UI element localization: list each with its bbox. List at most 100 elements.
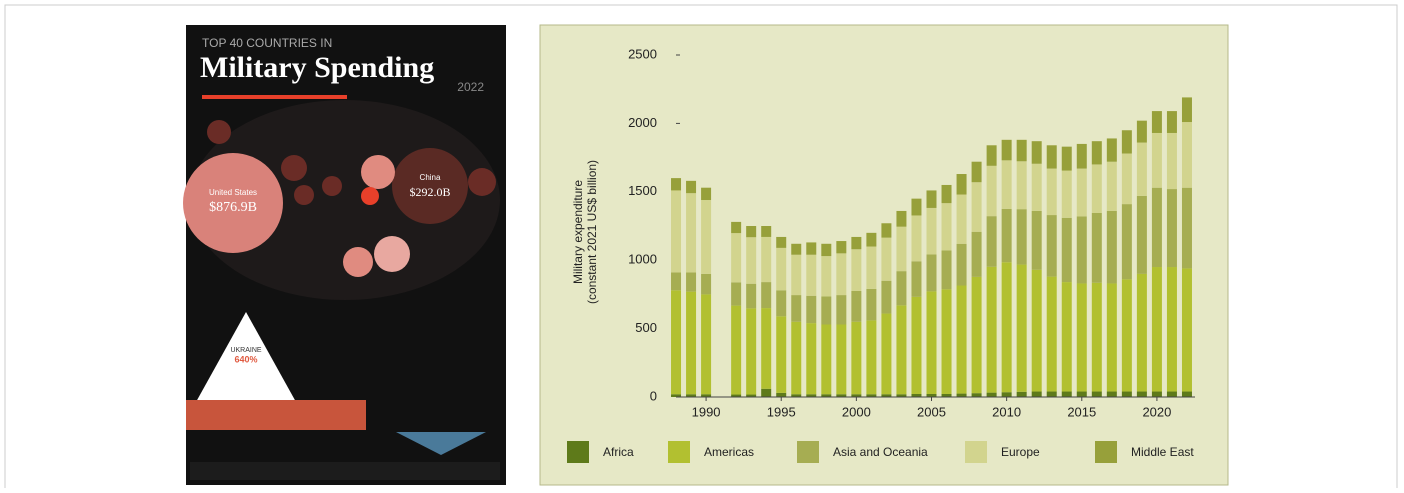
bar-segment xyxy=(851,249,862,291)
bar-segment xyxy=(1121,153,1132,205)
bar-segment xyxy=(896,305,907,395)
bar-segment xyxy=(1151,187,1162,268)
bar-segment xyxy=(881,394,892,397)
bar-segment xyxy=(896,271,907,306)
bar-segment xyxy=(866,320,877,395)
bar-segment xyxy=(926,190,937,208)
x-tick-label: 2000 xyxy=(842,404,871,419)
blue-triangles xyxy=(396,432,486,455)
bar-segment xyxy=(1001,392,1012,397)
bar-segment xyxy=(851,394,862,397)
bar-segment xyxy=(671,290,682,395)
bar-segment xyxy=(851,290,862,322)
bar-segment xyxy=(1106,161,1117,211)
bar-segment xyxy=(1031,141,1042,164)
bar-segment xyxy=(1061,217,1072,283)
bar-segment xyxy=(671,394,682,397)
bar-segment xyxy=(1121,391,1132,397)
bar-segment xyxy=(1106,391,1117,397)
bar-segment xyxy=(896,226,907,272)
bar-segment xyxy=(701,200,712,274)
bubble-china xyxy=(392,148,468,224)
bar-segment xyxy=(686,291,697,395)
legend-label: Africa xyxy=(603,445,634,459)
bar-segment xyxy=(986,392,997,397)
bubble xyxy=(281,155,307,181)
bar-segment xyxy=(911,296,922,394)
bar-segment xyxy=(971,161,982,183)
bar-segment xyxy=(776,236,787,248)
bar-segment xyxy=(776,316,787,393)
bar-segment xyxy=(806,323,817,395)
bar-segment xyxy=(911,261,922,297)
bar-segment xyxy=(1016,209,1027,265)
bar-segment xyxy=(1166,132,1177,190)
bar-segment xyxy=(791,295,802,322)
bar-segment xyxy=(1166,189,1177,268)
bar-segment xyxy=(836,241,847,254)
bar-segment xyxy=(776,392,787,397)
footer xyxy=(190,462,500,480)
bubble xyxy=(361,187,379,205)
bar-segment xyxy=(881,280,892,314)
callout-label: UKRAINE xyxy=(230,347,261,354)
legend-swatch xyxy=(965,441,987,463)
bar-segment xyxy=(1121,279,1132,392)
bar-segment xyxy=(791,321,802,395)
bar-segment xyxy=(821,256,832,297)
x-tick-label: 1990 xyxy=(692,404,721,419)
bar-segment xyxy=(956,174,967,195)
bar-segment xyxy=(1046,276,1057,392)
bar-segment xyxy=(686,272,697,292)
bar-segment xyxy=(1166,391,1177,397)
bar-segment xyxy=(956,393,967,397)
bar-segment xyxy=(1076,391,1087,397)
bar-segment xyxy=(881,313,892,395)
bar-segment xyxy=(956,194,967,244)
bar-segment xyxy=(941,203,952,251)
bar-segment xyxy=(851,236,862,250)
bubble xyxy=(322,176,342,196)
bar-segment xyxy=(731,282,742,306)
bubble xyxy=(294,185,314,205)
y-tick-label: 0 xyxy=(650,388,657,403)
y-axis-label: Military expenditure(constant 2021 US$ b… xyxy=(571,160,599,304)
bar-segment xyxy=(1001,208,1012,263)
bar-segment xyxy=(806,242,817,255)
bar-segment xyxy=(821,394,832,397)
bar-segment xyxy=(761,388,772,397)
bar-segment xyxy=(1016,161,1027,210)
bar-segment xyxy=(911,393,922,397)
bar-segment xyxy=(1001,262,1012,393)
bubble-us xyxy=(183,153,283,253)
bar-segment xyxy=(1106,283,1117,392)
bar-segment xyxy=(1046,168,1057,216)
bar-segment xyxy=(671,272,682,291)
x-tick-label: 2015 xyxy=(1067,404,1096,419)
legend-swatch xyxy=(797,441,819,463)
bar-segment xyxy=(1061,170,1072,218)
bar-segment xyxy=(1151,132,1162,188)
bar-segment xyxy=(941,289,952,394)
bar-segment xyxy=(836,324,847,395)
bar-segment xyxy=(836,394,847,397)
bar-segment xyxy=(1181,122,1192,188)
bubble-value: $292.0B xyxy=(409,185,450,199)
bar-segment xyxy=(1061,391,1072,397)
bar-segment xyxy=(806,394,817,397)
bubble-label: China xyxy=(420,173,441,182)
x-tick-label: 1995 xyxy=(767,404,796,419)
bar-segment xyxy=(1076,143,1087,169)
bar-segment xyxy=(971,182,982,232)
bar-segment xyxy=(1121,204,1132,280)
bar-segment xyxy=(731,233,742,283)
bar-segment xyxy=(986,216,997,267)
bar-segment xyxy=(1091,213,1102,283)
bar-segment xyxy=(881,223,892,238)
bar-segment xyxy=(926,207,937,255)
bar-segment xyxy=(1181,97,1192,123)
bar-segment xyxy=(746,283,757,309)
bar-segment xyxy=(986,165,997,217)
bar-segment xyxy=(1046,391,1057,397)
